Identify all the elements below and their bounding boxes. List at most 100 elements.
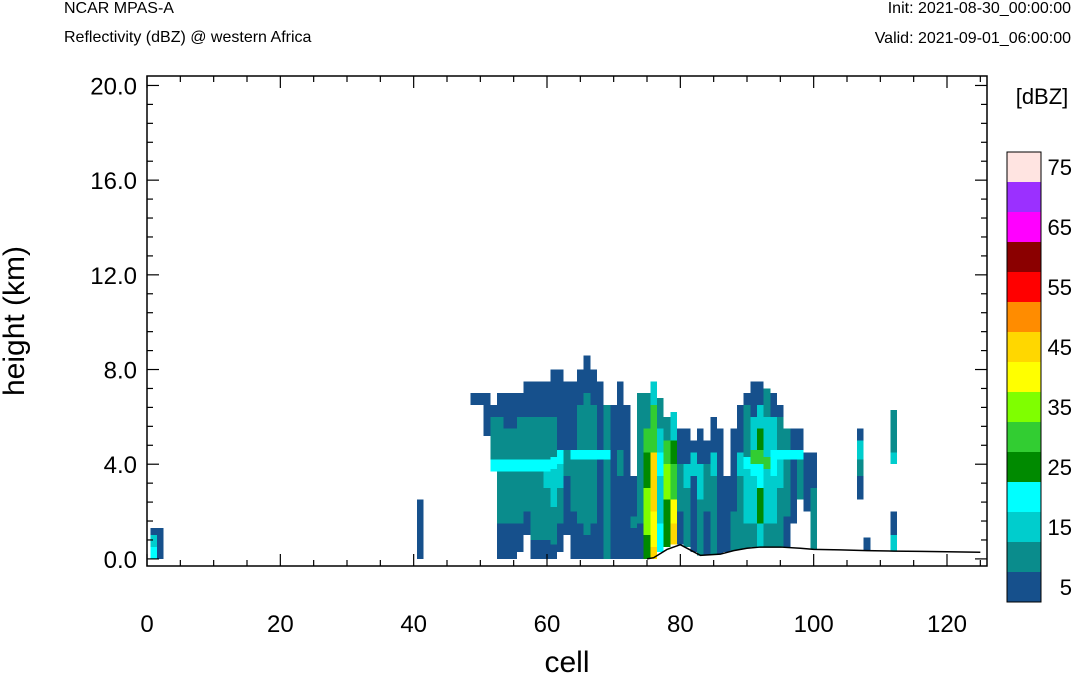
reflectivity-cell-13-1: [557, 487, 564, 524]
reflectivity-cell-8-1: [517, 471, 524, 524]
reflectivity-cell-27-0: [650, 547, 657, 559]
reflectivity-cell-6-2: [497, 459, 504, 472]
reflectivity-cell-29-2: [663, 440, 671, 465]
reflectivity-cell-18-2: [590, 450, 597, 460]
reflectivity-cell-20-0: [603, 459, 611, 559]
reflectivity-cell-49-1: [797, 450, 804, 460]
reflectivity-cell-45-2: [770, 464, 777, 477]
reflectivity-cell-51-0: [810, 487, 817, 550]
colorbar-unit: [dBZ]: [1016, 84, 1069, 109]
reflectivity-cell-24-2: [630, 476, 637, 517]
reflectivity-cell-19-0: [597, 459, 604, 559]
reflectivity-cell-7-3: [503, 428, 517, 460]
x-tick-label: 20: [267, 611, 294, 638]
y-tick-label: 16.0: [90, 168, 137, 195]
reflectivity-cell-43-2: [757, 464, 764, 488]
reflectivity-cell-11-1: [543, 487, 551, 540]
init-time: Init: 2021-08-30_00:00:00: [887, 0, 1071, 17]
reflectivity-cell-47-2: [783, 450, 791, 460]
reflectivity-cell-5-1: [490, 416, 497, 460]
reflectivity-cell-8-3: [517, 416, 524, 460]
reflectivity-cell-46-2: [777, 450, 784, 460]
reflectivity-cell-28-4: [657, 397, 664, 429]
reflectivity-cell-29-3: [663, 416, 671, 441]
reflectivity-cell-8-0: [517, 523, 524, 552]
reflectivity-cell-43-1: [757, 487, 764, 524]
reflectivity-cell-15-0: [570, 511, 577, 559]
reflectivity-cell-42-5: [750, 381, 757, 417]
colorbar-swatch-70: [1007, 182, 1041, 212]
reflectivity-cell-18-0: [590, 523, 597, 559]
reflectivity-cell-45-0: [770, 523, 777, 548]
reflectivity-cell-7-1: [503, 471, 517, 524]
reflectivity-cell-12-4: [550, 416, 557, 458]
reflectivity-cell-50-0: [803, 452, 811, 512]
reflectivity-cell-6-1: [497, 471, 504, 524]
reflectivity-cell-0-1: [150, 535, 157, 548]
reflectivity-cell-20-1: [603, 450, 611, 460]
colorbar-swatch-45: [1007, 332, 1041, 362]
reflectivity-cell-30-0: [670, 523, 677, 545]
reflectivity-cell-24-1: [630, 516, 637, 529]
reflectivity-cell-2-0: [417, 499, 424, 559]
reflectivity-cell-54-0: [890, 452, 897, 465]
reflectivity-cell-33-0: [690, 476, 697, 552]
reflectivity-cell-24-0: [630, 528, 637, 559]
reflectivity-cell-42-1: [750, 476, 757, 524]
reflectivity-cell-45-5: [770, 393, 777, 417]
reflectivity-cell-10-3: [530, 416, 544, 460]
reflectivity-cell-9-4: [523, 381, 531, 417]
reflectivity-cell-30-2: [670, 464, 677, 500]
reflectivity-cell-31-0: [677, 511, 684, 545]
reflectivity-cell-10-2: [530, 459, 544, 472]
reflectivity-cell-36-2: [710, 416, 717, 453]
reflectivity-cell-30-4: [670, 412, 677, 441]
colorbar-swatch-60: [1007, 242, 1041, 272]
reflectivity-cell-45-4: [770, 416, 777, 451]
y-tick-label: 12.0: [90, 263, 137, 290]
reflectivity-cell-16-4: [577, 369, 584, 406]
reflectivity-cell-42-2: [750, 464, 757, 477]
reflectivity-cell-46-4: [777, 405, 784, 417]
colorbar-label: 55: [1048, 275, 1072, 300]
colorbar-swatch-5: [1007, 572, 1041, 602]
reflectivity-cell-15-3: [570, 381, 577, 451]
reflectivity-cell-12-5: [550, 369, 557, 417]
reflectivity-cell-40-1: [737, 476, 744, 524]
x-tick-label: 0: [140, 611, 153, 638]
reflectivity-cell-17-1: [583, 459, 591, 536]
colorbar-label: 35: [1048, 395, 1072, 420]
valid-time: Valid: 2021-09-01_06:00:00: [874, 30, 1071, 47]
reflectivity-cell-10-4: [530, 381, 544, 417]
x-tick-label: 40: [400, 611, 427, 638]
reflectivity-cell-16-0: [577, 523, 584, 559]
reflectivity-cell-9-3: [523, 416, 531, 460]
x-tick-label: 60: [534, 611, 561, 638]
reflectivity-cell-14-2: [563, 381, 571, 451]
reflectivity-cell-5-0: [490, 459, 497, 472]
reflectivity-cell-29-0: [663, 499, 671, 548]
y-tick-label: 8.0: [104, 358, 137, 385]
reflectivity-cell-34-2: [697, 428, 704, 465]
reflectivity-cell-27-1: [650, 511, 657, 548]
reflectivity-cell-44-0: [763, 523, 771, 548]
reflectivity-cell-7-4: [503, 393, 517, 429]
reflectivity-cell-19-2: [597, 381, 604, 451]
reflectivity-cell-43-0: [757, 523, 764, 548]
reflectivity-cell-23-0: [623, 405, 631, 559]
reflectivity-cell-44-2: [763, 457, 771, 469]
reflectivity-cell-54-1: [890, 409, 897, 453]
reflectivity-cell-49-2: [797, 428, 804, 451]
reflectivity-cell-45-1: [770, 476, 777, 524]
reflectivity-cell-44-3: [763, 416, 771, 458]
reflectivity-cell-11-3: [543, 459, 551, 472]
colorbar-label: 45: [1048, 335, 1072, 360]
reflectivity-cell-12-3: [550, 457, 557, 469]
reflectivity-cell-35-1: [703, 464, 711, 512]
reflectivity-cell-32-2: [683, 428, 691, 465]
reflectivity-cell-22-1: [617, 450, 624, 477]
plot-frame: [146, 75, 988, 567]
reflectivity-cell-37-0: [717, 428, 724, 555]
reflectivity-cell-30-3: [670, 440, 677, 465]
